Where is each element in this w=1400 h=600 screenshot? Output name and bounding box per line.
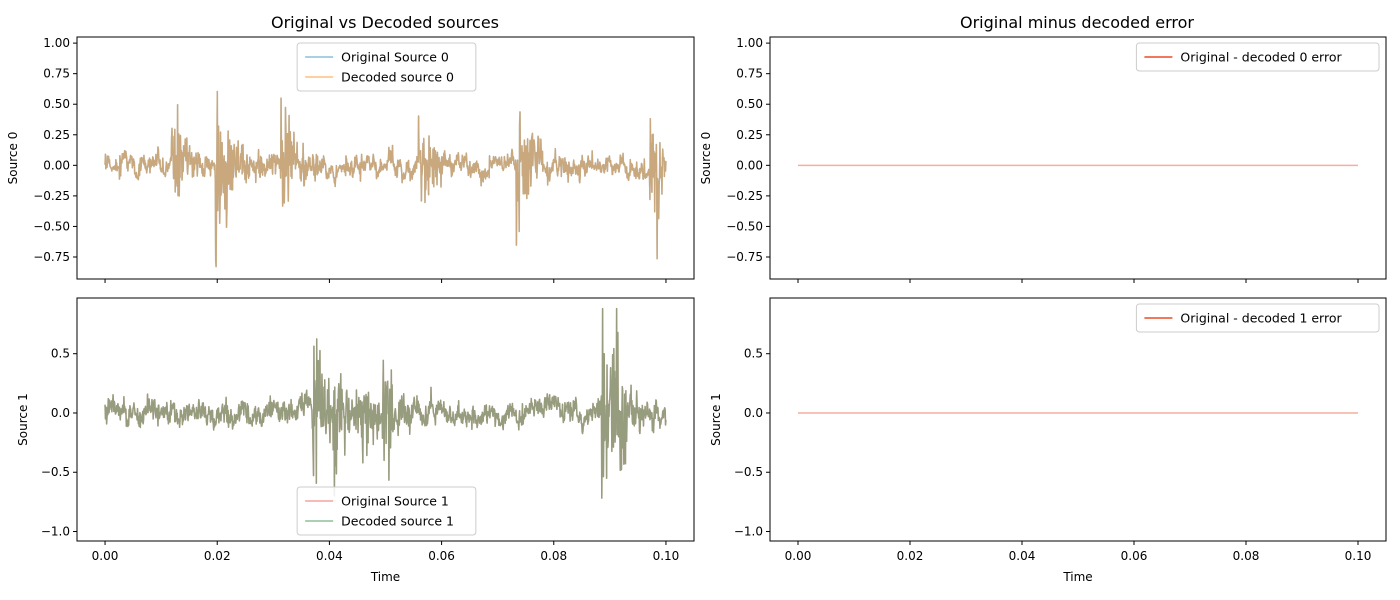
right-figure-title: Original minus decoded error — [960, 13, 1194, 32]
chart-1-legend-label-1: Original Source 0 — [341, 50, 449, 65]
chart-4-x-tick-label-4: 0.06 — [1121, 549, 1148, 563]
chart-1-y-tick-label-4: 0.00 — [43, 158, 70, 172]
chart-2-legend-box — [296, 486, 477, 536]
left-figure-title: Original vs Decoded sources — [271, 13, 499, 32]
chart-4-x-tick-label-2: 0.02 — [897, 549, 924, 563]
chart-4-x-axis-label: Time — [1062, 570, 1092, 584]
chart-3-legend-box — [1135, 42, 1380, 72]
chart-2-y-axis-label: Source 1 — [16, 393, 30, 446]
chart-2-legend-label-2: Decoded source 1 — [341, 514, 454, 529]
chart-2-y-tick-label-2: −0.5 — [41, 465, 70, 479]
chart-1-frame — [76, 36, 695, 280]
chart-2-x-tick-label-1: 0.00 — [92, 549, 119, 563]
chart-1-y-axis-label: Source 0 — [6, 132, 20, 185]
chart-2-x-tick-label-5: 0.08 — [540, 549, 567, 563]
chart-2-series-2-line — [104, 307, 667, 499]
chart-2-legend-label-1: Original Source 1 — [341, 494, 449, 509]
chart-1-y-tick-label-7: 0.75 — [43, 67, 70, 81]
chart-1-legend-box — [296, 42, 477, 92]
chart-3-y-tick-label-4: 0.00 — [736, 158, 763, 172]
chart-4-y-tick-label-2: −0.5 — [734, 465, 763, 479]
plot-source-0-comparison: −0.75 −0.50 −0.25 0.00 0.25 0.50 0.75 1.00 Sourc… — [6, 36, 695, 283]
chart-2-x-tick-label-3: 0.04 — [316, 549, 343, 563]
chart-3-y-tick-label-5: 0.25 — [736, 128, 763, 142]
chart-4-y-tick-label-1: −1.0 — [734, 525, 763, 539]
plot-source-1-error: 0.00 0.02 0.04 0.06 0.08 0.10 −1.0 −0.5 0.0 0.5 So… — [709, 297, 1387, 584]
chart-1-legend-label-2: Decoded source 0 — [341, 70, 454, 85]
plot-source-1-comparison: 0.00 0.02 0.04 0.06 0.08 0.10 −1.0 −0.5 0.0 0.5 So… — [16, 297, 695, 584]
chart-3-y-tick-label-6: 0.50 — [736, 97, 763, 111]
chart-4-x-tick-label-1: 0.00 — [785, 549, 812, 563]
chart-3-y-tick-label-8: 1.00 — [736, 36, 763, 50]
chart-2-x-tick-label-4: 0.06 — [428, 549, 455, 563]
chart-3-legend: Original - decoded 0 error — [1135, 42, 1380, 72]
chart-2-x-axis-label: Time — [370, 570, 400, 584]
chart-2-legend: Original Source 1 Decoded source 1 — [296, 486, 477, 536]
chart-1-y-tick-label-5: 0.25 — [43, 128, 70, 142]
chart-2-frame — [76, 297, 695, 542]
chart-3-y-tick-label-2: −0.50 — [726, 219, 763, 233]
chart-1-y-tick-label-6: 0.50 — [43, 97, 70, 111]
chart-3-y-tick-label-3: −0.25 — [726, 189, 763, 203]
chart-4-y-tick-label-3: 0.0 — [744, 406, 763, 420]
chart-1-series-2-line — [104, 90, 667, 268]
chart-1-y-tick-label-1: −0.75 — [33, 250, 70, 264]
chart-3-y-axis-label: Source 0 — [699, 132, 713, 185]
chart-1-series-1-line — [104, 90, 667, 268]
chart-4-legend-label-1: Original - decoded 1 error — [1180, 311, 1342, 326]
chart-1-y-tick-label-2: −0.50 — [33, 219, 70, 233]
chart-4-x-tick-label-6: 0.10 — [1345, 549, 1372, 563]
chart-1-legend: Original Source 0 Decoded source 0 — [296, 42, 477, 92]
chart-4-legend-box — [1135, 303, 1380, 333]
chart-3-y-tick-label-7: 0.75 — [736, 67, 763, 81]
chart-4-frame — [769, 297, 1387, 542]
chart-4-legend: Original - decoded 1 error — [1135, 303, 1380, 333]
chart-4-x-tick-label-5: 0.08 — [1233, 549, 1260, 563]
plot-source-0-error: −0.75 −0.50 −0.25 0.00 0.25 0.50 0.75 1.00 Sourc… — [699, 36, 1387, 283]
chart-3-y-tick-label-1: −0.75 — [726, 250, 763, 264]
chart-4-y-axis-label: Source 1 — [709, 393, 723, 446]
chart-2-x-tick-label-6: 0.10 — [653, 549, 680, 563]
chart-4-y-tick-label-4: 0.5 — [744, 347, 763, 361]
chart-1-y-tick-label-8: 1.00 — [43, 36, 70, 50]
chart-3-frame — [769, 36, 1387, 280]
chart-2-x-tick-label-2: 0.02 — [204, 549, 231, 563]
chart-2-y-tick-label-4: 0.5 — [51, 347, 70, 361]
chart-4-x-tick-label-3: 0.04 — [1009, 549, 1036, 563]
chart-2-y-tick-label-1: −1.0 — [41, 525, 70, 539]
chart-3-legend-label-1: Original - decoded 0 error — [1180, 50, 1342, 65]
chart-2-y-tick-label-3: 0.0 — [51, 406, 70, 420]
chart-1-y-tick-label-3: −0.25 — [33, 189, 70, 203]
